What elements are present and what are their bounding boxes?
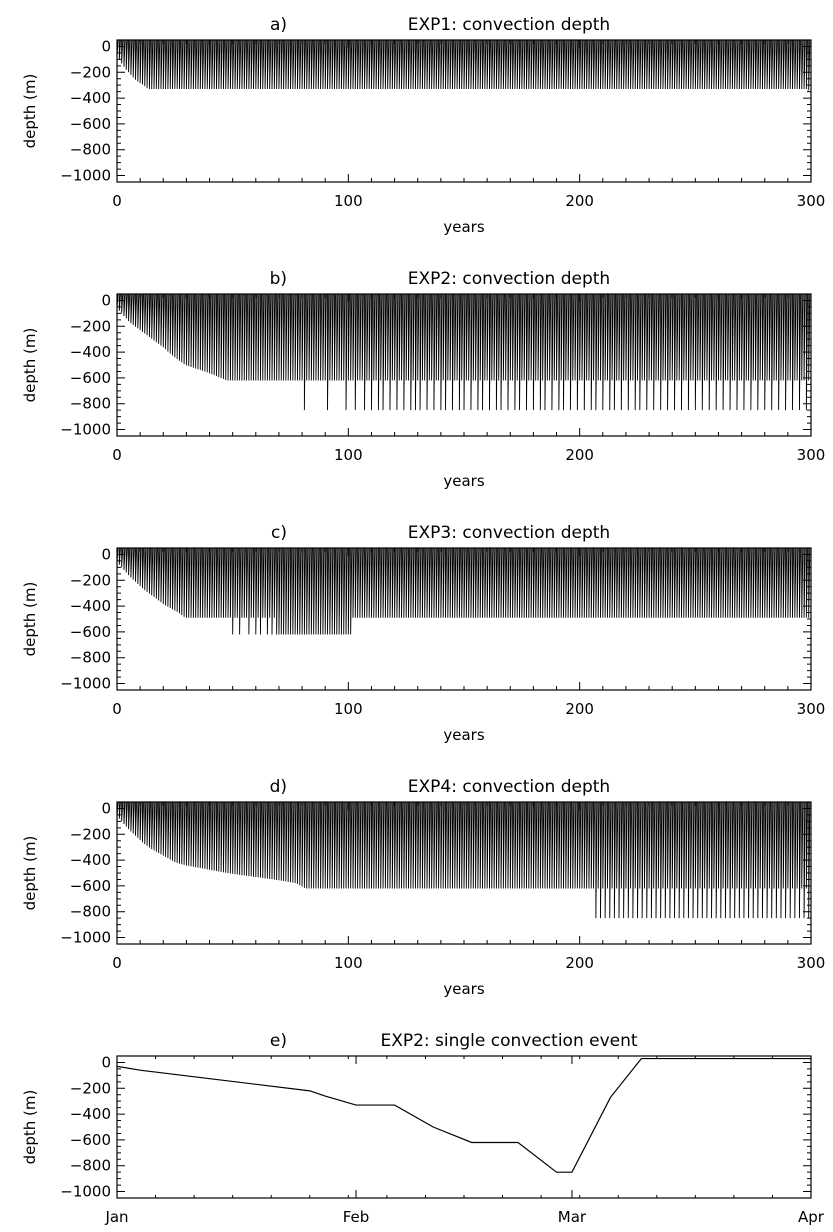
panel-c-letter: c) — [271, 523, 287, 543]
panel-e-series — [116, 1057, 811, 1173]
panel-c-ytick-label: −1000 — [60, 675, 111, 693]
panel-d-ytick-label: −1000 — [60, 929, 111, 947]
panel-b-ytick-label: −600 — [70, 369, 111, 387]
panel-c-title: EXP3: convection depth — [408, 523, 610, 543]
panel-b-series — [116, 293, 811, 411]
panel-a-xtick-label: 200 — [565, 192, 594, 210]
panel-e-ytick-label: −800 — [70, 1157, 111, 1175]
panel-b-letter: b) — [270, 269, 287, 289]
panel-d-xtick-label: 200 — [565, 954, 594, 972]
panel-e-title: EXP2: single convection event — [380, 1031, 637, 1051]
panel-b-ylabel: depth (m) — [21, 328, 39, 403]
panel-a-xlabel: years — [443, 218, 484, 236]
panel-e-xtick-label: Mar — [558, 1208, 587, 1226]
panel-a-convection-depth: a) EXP1: convection depth depth (m) year… — [21, 15, 825, 236]
panel-d-ytick-label: −600 — [70, 877, 111, 895]
panel-c-convection-spikes — [116, 547, 811, 635]
panel-a-xtick-label: 100 — [334, 192, 363, 210]
panel-b-ytick-label: −1000 — [60, 421, 111, 439]
panel-b-title: EXP2: convection depth — [408, 269, 610, 289]
panel-a-ylabel: depth (m) — [21, 74, 39, 149]
panel-d-title: EXP4: convection depth — [408, 777, 610, 797]
panel-e-xtick-label: Feb — [343, 1208, 370, 1226]
panel-a-ytick-label: −200 — [70, 63, 111, 81]
panel-b-convection-depth: b) EXP2: convection depth depth (m) year… — [21, 269, 825, 490]
panel-d-xtick-label: 100 — [334, 954, 363, 972]
panel-d-xtick-label: 0 — [112, 954, 122, 972]
panel-b-ytick-label: −800 — [70, 395, 111, 413]
panel-e-xtick-label: Apr — [798, 1208, 825, 1226]
panel-a-xtick-label: 0 — [112, 192, 122, 210]
panel-a-convection-spikes — [116, 39, 811, 91]
panel-d-tick-marks — [116, 802, 812, 944]
panel-c-tick-marks — [116, 548, 812, 690]
panel-e-ytick-label: −600 — [70, 1131, 111, 1149]
panel-d-xtick-label: 300 — [797, 954, 826, 972]
panel-d-ytick-label: 0 — [101, 799, 111, 817]
panel-e-ylabel: depth (m) — [21, 1090, 39, 1165]
panel-c-xtick-label: 200 — [565, 700, 594, 718]
panel-c-xtick-label: 100 — [334, 700, 363, 718]
panel-d-ytick-label: −400 — [70, 851, 111, 869]
panel-a-title: EXP1: convection depth — [408, 15, 610, 35]
panel-b-ytick-label: −200 — [70, 317, 111, 335]
panel-b-xlabel: years — [443, 472, 484, 490]
panel-d-series — [116, 801, 811, 919]
panel-a-tick-marks — [116, 40, 812, 182]
panel-a-letter: a) — [270, 15, 287, 35]
panel-a-xtick-label: 300 — [797, 192, 826, 210]
panel-d-ytick-label: −800 — [70, 903, 111, 921]
panel-a-ytick-label: −1000 — [60, 167, 111, 185]
panel-c-xlabel: years — [443, 726, 484, 744]
panel-a-series — [116, 39, 811, 91]
panel-d-convection-depth: d) EXP4: convection depth depth (m) year… — [21, 777, 825, 998]
panel-b-tick-marks — [116, 294, 812, 436]
panel-c-ylabel: depth (m) — [21, 582, 39, 657]
panel-b-ytick-label: −400 — [70, 343, 111, 361]
panel-e-single-event: e) EXP2: single convection event depth (… — [21, 1031, 825, 1226]
panel-c-xtick-label: 300 — [797, 700, 826, 718]
panel-c-ytick-label: −600 — [70, 623, 111, 641]
panel-b-xtick-label: 200 — [565, 446, 594, 464]
panel-d-xlabel: years — [443, 980, 484, 998]
panel-c-convection-depth: c) EXP3: convection depth depth (m) year… — [21, 523, 825, 744]
panel-d-letter: d) — [270, 777, 287, 797]
panel-e-tick-marks — [116, 1056, 812, 1198]
panel-e-xtick-label: Jan — [104, 1208, 128, 1226]
panel-b-xtick-label: 100 — [334, 446, 363, 464]
panel-c-ytick-label: 0 — [101, 545, 111, 563]
panel-b-xtick-label: 300 — [797, 446, 826, 464]
panel-d-ytick-label: −200 — [70, 825, 111, 843]
panel-b-convection-spikes — [116, 293, 811, 411]
panel-e-ticks: 0 −200 −400 −600 −800 −1000 Jan Feb Mar Apr — [60, 1053, 825, 1226]
panel-d-ylabel: depth (m) — [21, 836, 39, 911]
panel-e-ytick-label: 0 — [101, 1053, 111, 1071]
panel-c-ytick-label: −800 — [70, 649, 111, 667]
panel-c-series — [116, 547, 811, 635]
panel-a-ytick-label: −400 — [70, 89, 111, 107]
panel-e-depth-line — [116, 1057, 811, 1173]
panel-e-letter: e) — [270, 1031, 287, 1051]
panel-a-ytick-label: −600 — [70, 115, 111, 133]
panel-b-xtick-label: 0 — [112, 446, 122, 464]
panel-c-ytick-label: −200 — [70, 571, 111, 589]
panel-c-ytick-label: −400 — [70, 597, 111, 615]
panel-e-ytick-label: −200 — [70, 1079, 111, 1097]
panel-c-xtick-label: 0 — [112, 700, 122, 718]
panel-e-ytick-label: −400 — [70, 1105, 111, 1123]
panel-a-ytick-label: −800 — [70, 141, 111, 159]
panel-e-ytick-label: −1000 — [60, 1183, 111, 1201]
panel-d-convection-spikes — [116, 801, 811, 919]
panel-a-ytick-label: 0 — [101, 37, 111, 55]
panel-b-ytick-label: 0 — [101, 291, 111, 309]
panel-e-frame — [116, 1055, 812, 1199]
